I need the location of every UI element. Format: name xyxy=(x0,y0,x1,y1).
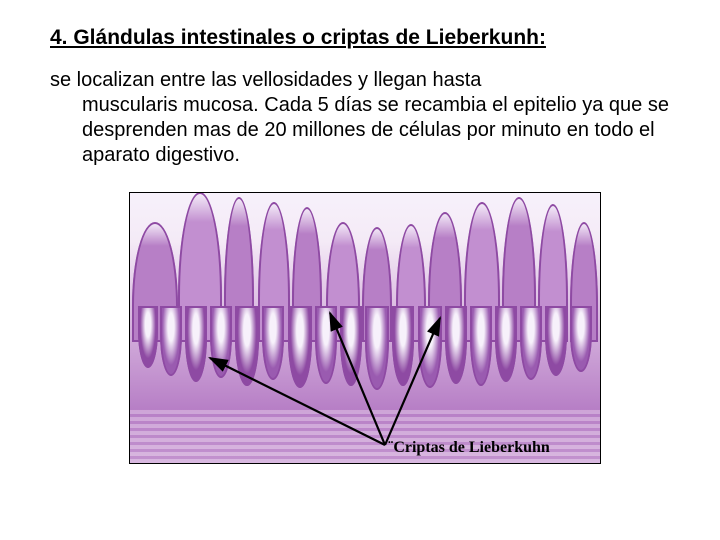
crypt xyxy=(315,306,337,384)
crypt xyxy=(495,306,517,382)
crypt xyxy=(210,306,232,378)
crypt xyxy=(288,306,312,388)
crypt xyxy=(418,306,442,388)
crypt xyxy=(262,306,284,380)
crypt-region xyxy=(130,306,600,414)
crypt xyxy=(520,306,542,380)
crypt xyxy=(185,306,207,382)
figure-label: ¨Criptas de Lieberkuhn xyxy=(388,439,550,457)
body-first-line: se localizan entre las vellosidades y ll… xyxy=(50,68,680,93)
crypt xyxy=(570,306,592,372)
crypt xyxy=(235,306,259,386)
histology-figure: ¨Criptas de Lieberkuhn xyxy=(129,192,601,464)
crypt xyxy=(365,306,389,390)
crypt xyxy=(392,306,414,386)
crypt xyxy=(340,306,362,386)
crypt xyxy=(160,306,182,376)
crypt xyxy=(445,306,467,384)
slide: 4. Glándulas intestinales o criptas de L… xyxy=(0,0,720,540)
body-rest: muscularis mucosa. Cada 5 días se recamb… xyxy=(50,93,680,168)
crypt xyxy=(545,306,567,376)
crypt xyxy=(138,306,158,368)
slide-title: 4. Glándulas intestinales o criptas de L… xyxy=(50,26,680,50)
body-text: se localizan entre las vellosidades y ll… xyxy=(50,68,680,168)
crypt xyxy=(470,306,492,386)
